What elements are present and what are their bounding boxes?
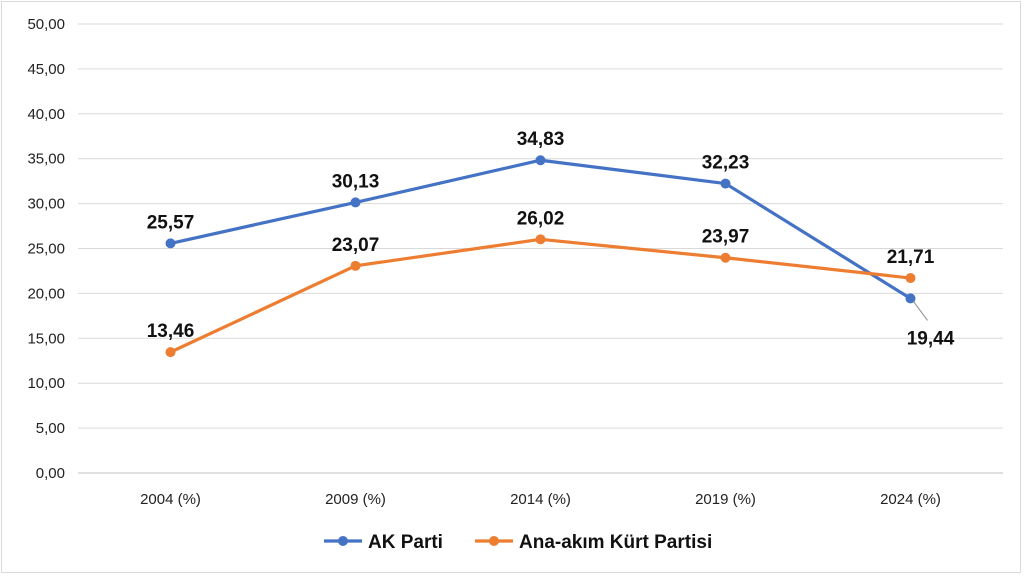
data-label: 26,02	[517, 208, 565, 229]
x-tick-label: 2004 (%)	[140, 491, 201, 508]
data-label: 25,57	[147, 212, 195, 233]
y-tick-label: 20,00	[27, 285, 65, 302]
series-line	[168, 237, 913, 354]
y-tick-label: 15,00	[27, 330, 65, 347]
data-label: 23,97	[702, 227, 750, 248]
data-point	[720, 178, 731, 189]
data-point	[535, 234, 546, 245]
data-point	[350, 197, 361, 208]
y-tick-label: 45,00	[27, 61, 65, 78]
x-axis: 2004 (%) 2009 (%) 2014 (%) 2019 (%) 2024 (%)	[140, 491, 941, 508]
data-label: 21,71	[887, 247, 935, 268]
data-point	[905, 273, 916, 284]
data-label: 30,13	[332, 171, 380, 192]
series-lines	[165, 155, 916, 358]
x-tick-label: 2009 (%)	[325, 491, 386, 508]
data-labels: 25,57 30,13 34,83 32,23 19,44 13,46 23,07 26,02…	[147, 129, 955, 349]
data-point	[165, 238, 176, 249]
x-tick-label: 2024 (%)	[880, 491, 941, 508]
data-point	[720, 252, 731, 263]
data-point	[350, 260, 361, 271]
y-tick-label: 25,00	[27, 241, 65, 258]
y-tick-label: 40,00	[27, 106, 65, 123]
y-tick-label: 30,00	[27, 196, 65, 213]
data-label: 19,44	[907, 328, 955, 349]
data-point	[165, 347, 176, 358]
legend-marker	[338, 536, 348, 546]
y-tick-label: 5,00	[36, 420, 65, 437]
data-point	[905, 293, 916, 304]
y-tick-label: 50,00	[27, 16, 65, 33]
legend-marker	[489, 536, 499, 546]
data-point	[535, 155, 546, 166]
y-tick-label: 0,00	[36, 465, 65, 482]
data-label: 34,83	[517, 129, 565, 150]
legend-label: Ana-akım Kürt Partisi	[519, 532, 712, 553]
legend: AK Parti Ana-akım Kürt Partisi	[324, 532, 712, 553]
data-label: 23,07	[332, 235, 380, 256]
x-tick-label: 2019 (%)	[695, 491, 756, 508]
gridlines	[78, 23, 1003, 474]
y-tick-label: 35,00	[27, 151, 65, 168]
data-label: 32,23	[702, 153, 750, 174]
x-tick-label: 2014 (%)	[510, 491, 571, 508]
legend-label: AK Parti	[368, 532, 443, 553]
data-label: 13,46	[147, 321, 195, 342]
leader-line	[913, 301, 928, 321]
y-axis: 0,00 5,00 10,00 15,00 20,00 25,00 30,00 35,00 40…	[27, 16, 65, 482]
y-tick-label: 10,00	[27, 375, 65, 392]
